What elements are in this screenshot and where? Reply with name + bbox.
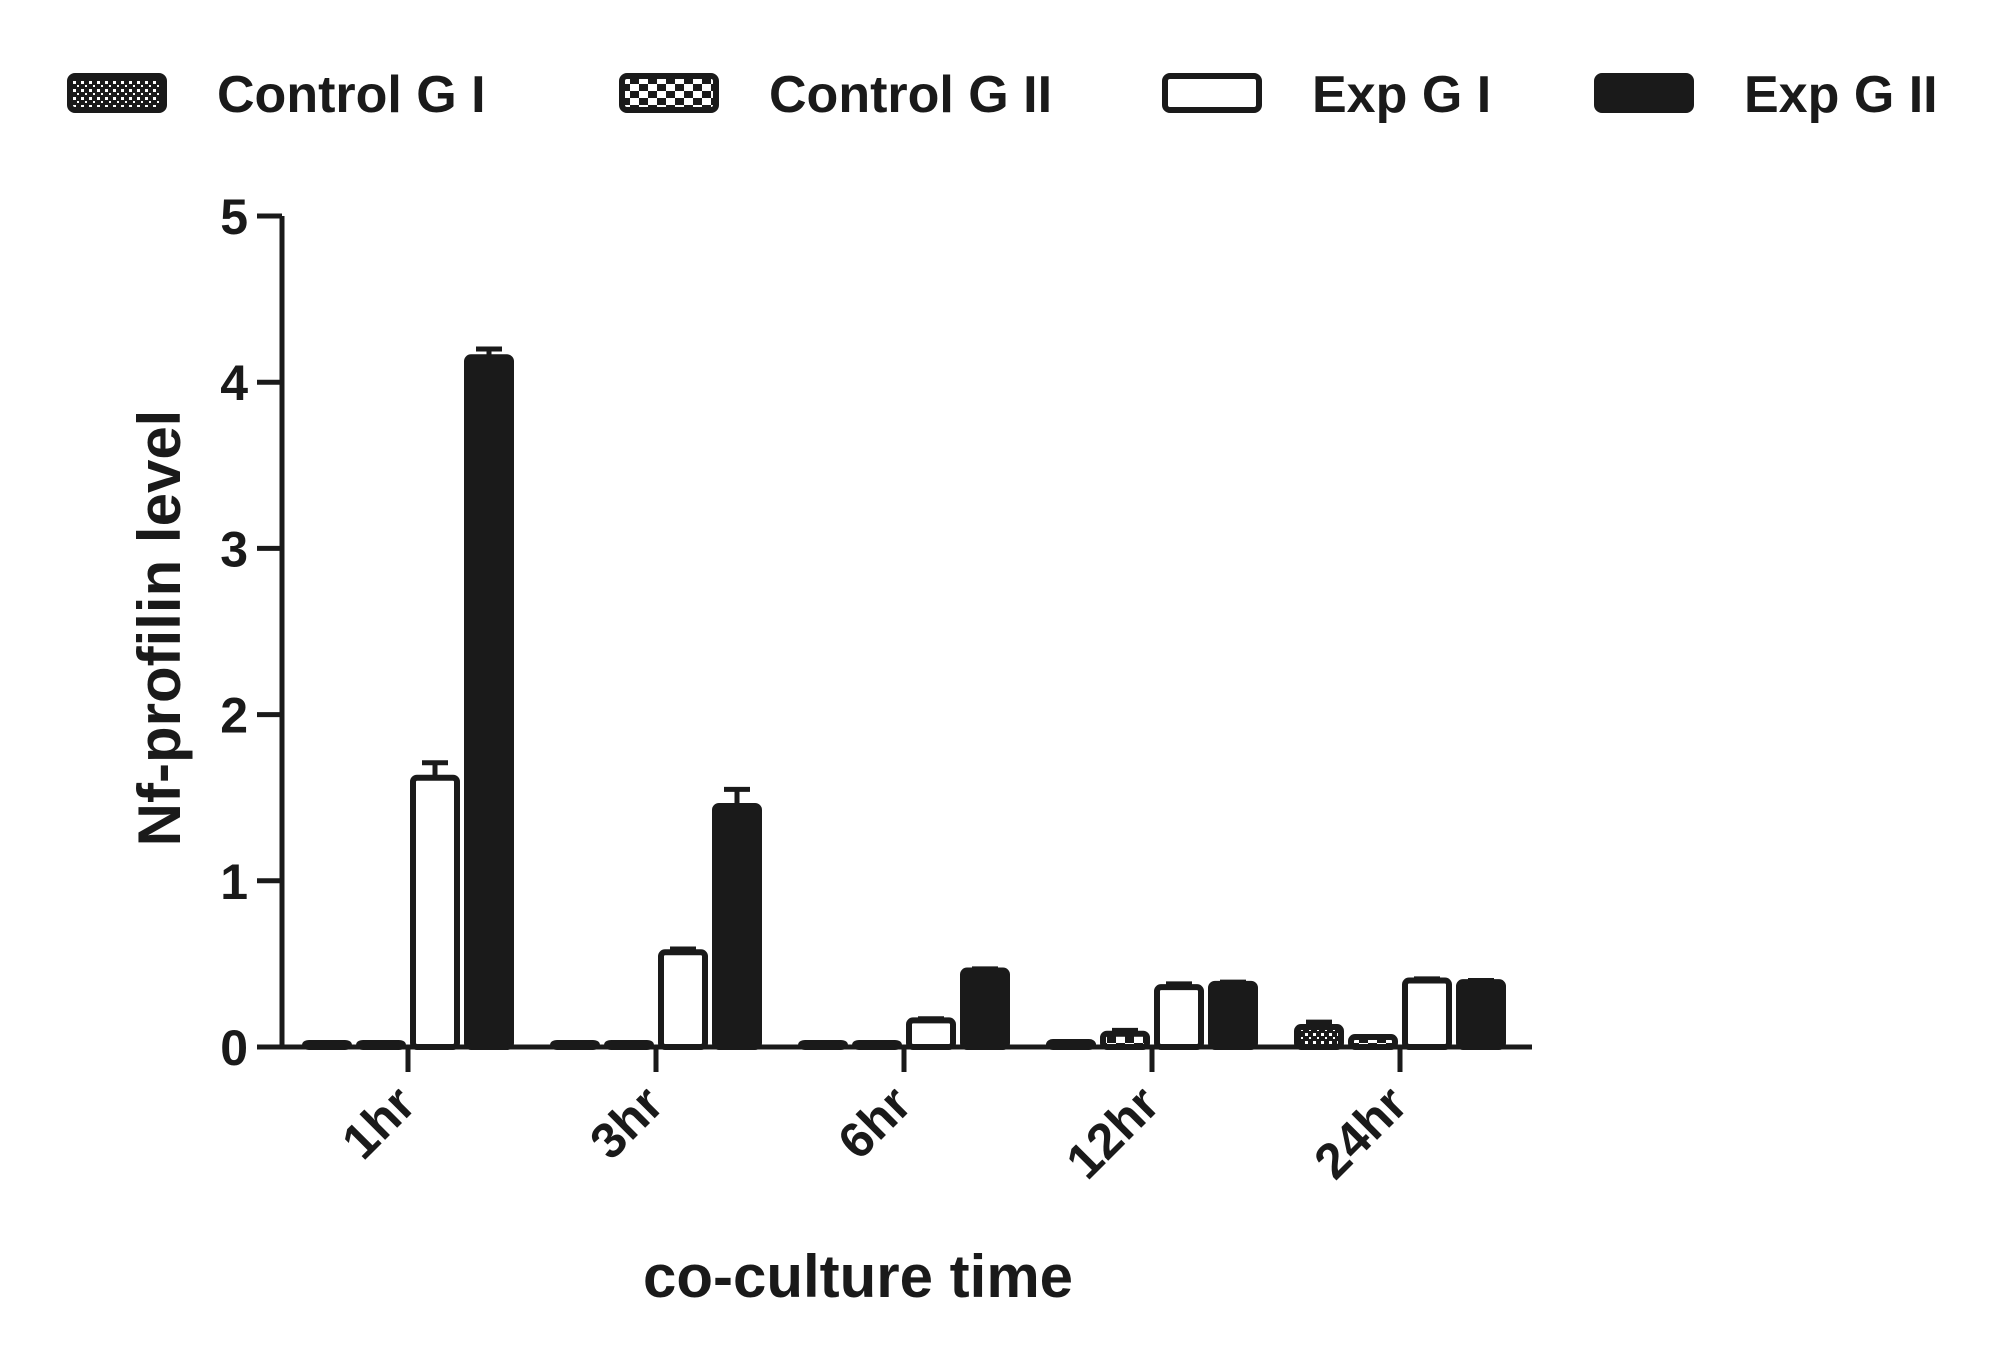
bar [960, 967, 1010, 1050]
y-tick-label: 1 [220, 854, 248, 910]
y-tick-label: 4 [220, 355, 248, 411]
x-tick-label: 12hr [1055, 1075, 1169, 1189]
x-tick-label: 1hr [331, 1075, 426, 1170]
bar [1456, 979, 1506, 1051]
bar [604, 1040, 654, 1050]
legend-swatch [1162, 73, 1262, 113]
legend-swatch [619, 73, 719, 113]
bar [1154, 984, 1204, 1051]
y-tick-label: 3 [220, 521, 248, 577]
bar [906, 1017, 956, 1051]
x-tick-label: 24hr [1303, 1075, 1417, 1189]
x-axis-title: co-culture time [643, 1243, 1073, 1310]
y-tick-label: 2 [220, 688, 248, 744]
x-tick-label: 6hr [827, 1075, 922, 1170]
legend-swatch [1594, 73, 1694, 113]
legend-label: Control G I [217, 66, 486, 124]
bar [410, 774, 460, 1050]
bar [356, 1040, 406, 1050]
x-tick-label: 3hr [579, 1075, 674, 1170]
bar [464, 354, 514, 1050]
legend-label: Exp G I [1312, 66, 1491, 124]
y-tick-label: 0 [220, 1020, 248, 1076]
bar [852, 1040, 902, 1050]
y-tick-label: 5 [220, 189, 248, 245]
bar [658, 949, 708, 1050]
bar [1348, 1034, 1398, 1050]
bar [1208, 980, 1258, 1050]
bar [550, 1040, 600, 1050]
bar [302, 1040, 352, 1050]
legend-label: Control G II [769, 66, 1052, 124]
bars [302, 346, 1506, 1051]
legend: Control G I Control G II Exp G I Exp G II [67, 66, 1938, 124]
bar [1294, 1024, 1344, 1051]
bar [1046, 1039, 1096, 1051]
bar [798, 1040, 848, 1050]
legend-label: Exp G II [1744, 66, 1938, 124]
bar [712, 803, 762, 1051]
legend-swatch [67, 73, 167, 113]
y-axis-title: Nf-profilin level [126, 410, 193, 847]
bar [1100, 1030, 1150, 1050]
bar [1402, 977, 1452, 1051]
